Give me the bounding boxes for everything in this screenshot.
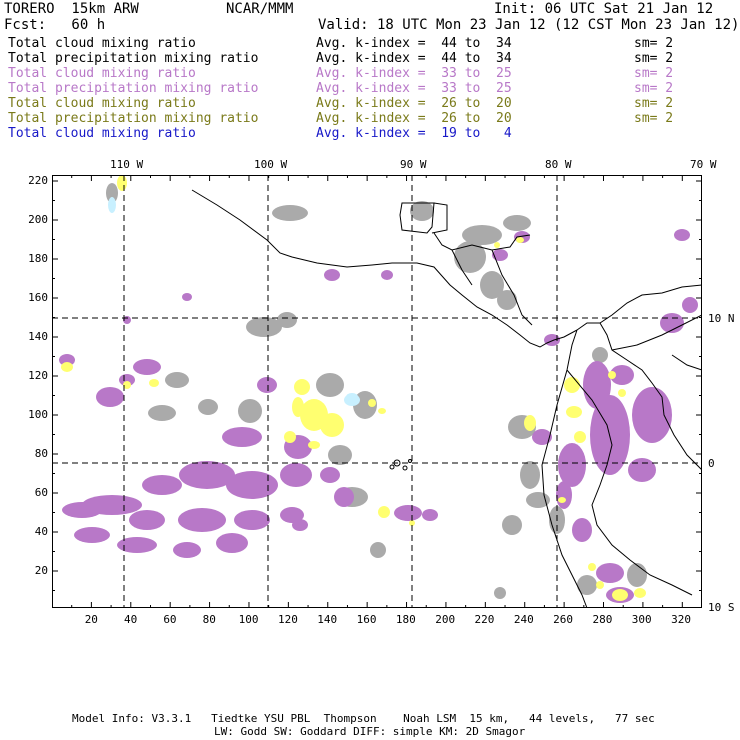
lon-label-110w: 110 W: [110, 158, 144, 171]
legend-range-label: Avg. k-index = 33 to 25: [316, 81, 512, 96]
x-tick-label: 100: [238, 613, 259, 626]
legend-range-label: Avg. k-index = 19 to 4: [316, 126, 512, 141]
organization-label: NCAR/MMM: [226, 1, 294, 17]
yellow-precip-regions: [61, 175, 646, 601]
x-tick-label: 60: [163, 613, 177, 626]
legend-smoothing-label: sm= 2: [634, 96, 674, 111]
legend-field-label: Total precipitation mixing ratio: [8, 51, 259, 66]
model-title: TORERO 15km ARW: [4, 1, 139, 17]
lon-label-90w: 90 W: [400, 158, 427, 171]
lat-label-0: 0: [708, 457, 715, 470]
x-tick-label: 320: [671, 613, 691, 626]
legend-field-label: Total cloud mixing ratio: [8, 36, 196, 51]
legend-field-label: Total cloud mixing ratio: [8, 66, 196, 81]
x-tick-label: 160: [356, 613, 377, 626]
y-tick-label: 80: [34, 447, 48, 460]
legend-smoothing-label: sm= 2: [634, 51, 674, 66]
x-tick-label: 120: [277, 613, 298, 626]
x-tick-label: 300: [631, 613, 652, 626]
model-info-line: Model Info: V3.3.1 Tiedtke YSU PBL Thomp…: [72, 712, 655, 725]
latlon-grid: [52, 175, 702, 608]
x-tick-label: 240: [513, 613, 534, 626]
lat-label-10n: 10 N: [708, 312, 735, 325]
coastlines: [191, 189, 702, 608]
legend-smoothing-label: sm= 2: [634, 36, 674, 51]
lat-label-10s: 10 S: [708, 601, 735, 614]
map-panel: [52, 175, 702, 608]
y-tick-label: 160: [28, 291, 48, 304]
init-time: Init: 06 UTC Sat 21 Jan 12: [494, 1, 714, 17]
legend-smoothing-label: sm= 2: [634, 66, 674, 81]
y-tick-label: 140: [28, 330, 48, 343]
legend-range-label: Avg. k-index = 26 to 20: [316, 96, 512, 111]
physics-info-line: LW: Godd SW: Goddard DIFF: simple KM: 2D…: [214, 725, 526, 738]
x-tick-label: 220: [474, 613, 495, 626]
lon-label-80w: 80 W: [545, 158, 572, 171]
x-tick-label: 80: [202, 613, 216, 626]
y-tick-label: 60: [34, 486, 48, 499]
y-tick-label: 100: [28, 408, 48, 421]
legend-field-label: Total precipitation mixing ratio: [8, 111, 259, 126]
gray-cloud-regions: [106, 183, 647, 599]
x-tick-label: 140: [317, 613, 338, 626]
tick-marks: [52, 175, 702, 608]
legend-smoothing-label: sm= 2: [634, 111, 674, 126]
legend-range-label: Avg. k-index = 26 to 20: [316, 111, 512, 126]
legend-smoothing-label: sm= 2: [634, 81, 674, 96]
x-tick-label: 200: [435, 613, 456, 626]
legend-range-label: Avg. k-index = 33 to 25: [316, 66, 512, 81]
y-tick-label: 220: [28, 174, 48, 187]
y-tick-label: 200: [28, 213, 48, 226]
x-tick-label: 20: [84, 613, 98, 626]
x-tick-label: 180: [395, 613, 416, 626]
y-tick-label: 40: [34, 525, 48, 538]
lon-label-100w: 100 W: [254, 158, 288, 171]
y-tick-label: 20: [34, 564, 48, 577]
lon-label-70w: 70 W: [690, 158, 717, 171]
x-tick-label: 280: [592, 613, 613, 626]
legend-range-label: Avg. k-index = 44 to 34: [316, 51, 512, 66]
valid-time: Valid: 18 UTC Mon 23 Jan 12 (12 CST Mon …: [318, 17, 740, 33]
forecast-hour: Fcst: 60 h: [4, 17, 106, 33]
legend-field-label: Total cloud mixing ratio: [8, 96, 196, 111]
y-tick-label: 180: [28, 252, 48, 265]
y-tick-label: 120: [28, 369, 48, 382]
legend-field-label: Total cloud mixing ratio: [8, 126, 196, 141]
legend-range-label: Avg. k-index = 44 to 34: [316, 36, 512, 51]
map-frame: [52, 175, 702, 608]
x-tick-label: 40: [124, 613, 138, 626]
x-tick-label: 260: [553, 613, 574, 626]
legend-field-label: Total precipitation mixing ratio: [8, 81, 259, 96]
lightblue-cloud-regions: [108, 197, 360, 406]
